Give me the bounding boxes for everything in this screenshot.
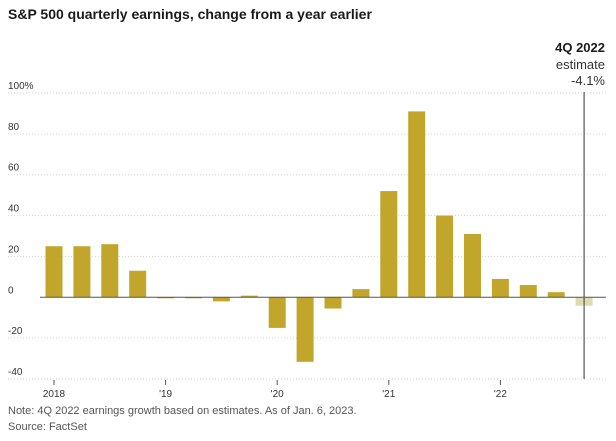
bar [519,285,537,298]
y-tick-label: 80 [8,122,20,133]
chart-note: Note: 4Q 2022 earnings growth based on e… [8,405,357,417]
y-tick-label: 20 [8,244,20,255]
y-tick-label: -40 [8,367,23,378]
estimate-label-value: -4.1% [571,73,605,88]
y-tick-label: -20 [8,326,23,337]
bar [45,246,63,298]
bar [380,191,398,298]
bar [240,295,258,298]
bar [436,215,454,298]
x-tick-label: '19 [159,389,172,400]
x-axis-ticks: 2018 '19 '20 '21 '22 [43,380,507,400]
bars [45,111,593,362]
bar [464,233,481,298]
x-tick-label: '20 [271,389,284,400]
bar [129,270,147,298]
bar [296,297,314,362]
bar [73,246,91,298]
estimate-annotation: 4Q 2022 estimate -4.1% [555,40,605,379]
bar [491,278,509,298]
y-tick-label: 100% [8,81,34,92]
bar [352,289,370,298]
bar [408,111,426,298]
chart-title: S&P 500 quarterly earnings, change from … [8,6,372,22]
y-tick-label: 0 [8,285,14,296]
bar [101,244,119,298]
x-tick-label: '22 [494,389,507,400]
bar [324,297,342,309]
x-tick-label: '21 [382,389,395,400]
estimate-label-title: 4Q 2022 [555,40,605,55]
bar [547,292,565,298]
chart-source: Source: FactSet [8,421,87,433]
y-tick-label: 40 [8,204,20,215]
bar [268,297,286,328]
y-axis-ticks: -40 -20 0 20 40 60 80 100% [8,81,34,378]
estimate-label-text: estimate [556,57,605,72]
bar [212,297,230,302]
y-tick-label: 60 [8,163,20,174]
x-tick-label: 2018 [43,389,66,400]
